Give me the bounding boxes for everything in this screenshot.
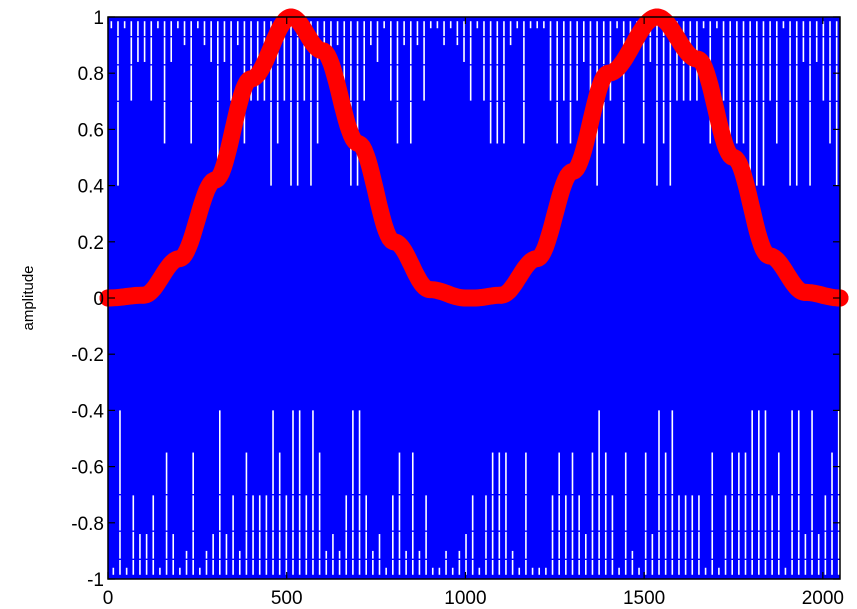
blue-signal-texture <box>108 19 840 577</box>
y-axis: 1 0.8 0.6 0.4 0.2 0 -0.2 -0.4 -0.6 -0.8 -1 <box>71 8 840 591</box>
y-tick-label: 0.2 <box>78 233 104 254</box>
y-tick-label: -0.2 <box>71 345 104 366</box>
red-envelope-point <box>492 286 510 304</box>
red-envelope-point <box>465 289 483 307</box>
red-envelope-series <box>99 8 849 307</box>
x-tick-label: 1000 <box>444 588 486 609</box>
red-envelope-point <box>349 134 367 152</box>
red-envelope-point <box>528 250 546 268</box>
red-envelope-point <box>760 247 778 265</box>
red-envelope-point <box>564 163 582 181</box>
y-axis-label: amplitude <box>20 265 37 330</box>
x-tick-label: 500 <box>271 588 303 609</box>
x-tick-label: 1500 <box>623 588 665 609</box>
red-envelope-point <box>206 171 224 189</box>
y-tick-label: 0.6 <box>78 120 104 141</box>
x-tick-label: 2000 <box>802 588 844 609</box>
x-axis: 0 500 1000 1500 2000 <box>103 17 844 609</box>
y-tick-label: 1 <box>93 8 104 29</box>
red-envelope-point <box>242 70 260 88</box>
red-envelope-point <box>135 286 153 304</box>
x-tick-label: 0 <box>103 588 114 609</box>
y-tick-label: -0.6 <box>71 458 104 479</box>
red-envelope-point <box>170 250 188 268</box>
red-envelope-point <box>724 149 742 166</box>
red-envelope-point <box>599 64 617 82</box>
y-tick-label: 0.4 <box>78 177 105 198</box>
y-tick-label: -0.8 <box>71 514 104 535</box>
red-envelope-point <box>796 283 814 301</box>
red-envelope-point <box>421 281 439 299</box>
red-envelope-point <box>385 233 403 251</box>
y-tick-label: -0.4 <box>71 401 104 422</box>
red-envelope-point <box>689 50 707 68</box>
y-tick-label: -1 <box>87 570 104 591</box>
red-envelope-point <box>313 42 331 60</box>
y-tick-label: 0 <box>93 289 104 310</box>
y-tick-label: 0.8 <box>78 64 104 85</box>
